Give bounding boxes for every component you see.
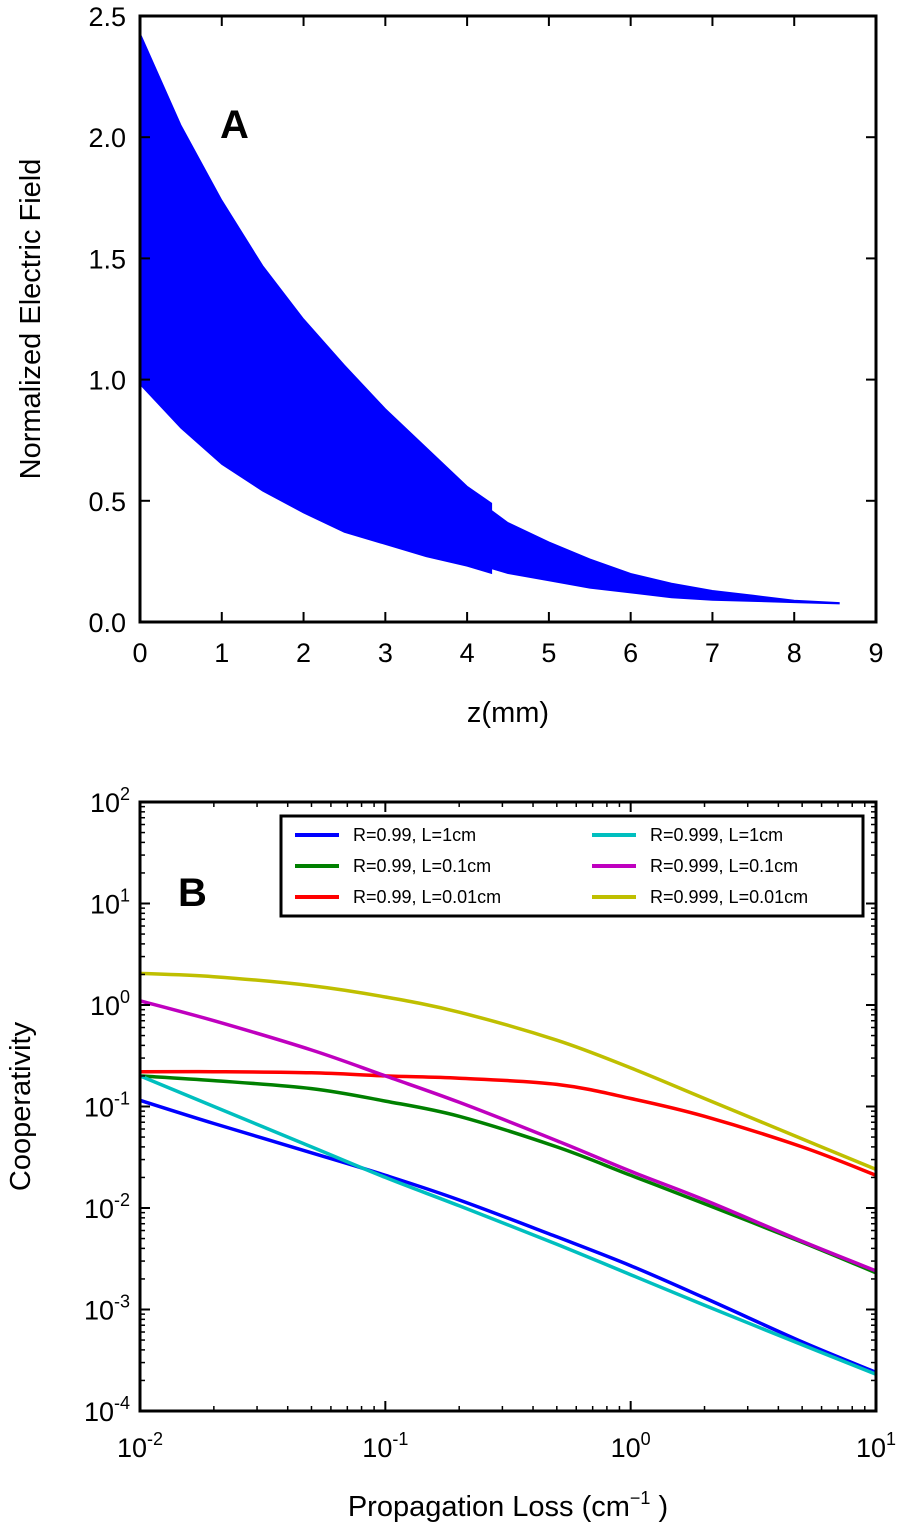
legend-label: R=0.999, L=0.01cm <box>650 887 808 907</box>
legend-label: R=0.999, L=1cm <box>650 825 783 845</box>
series-line <box>139 999 877 1273</box>
x-tick-label: 10-1 <box>362 1429 408 1463</box>
panel-a-y-axis-label: Normalized Electric Field <box>15 159 47 480</box>
y-tick-label: 102 <box>90 784 130 818</box>
series-line <box>139 971 877 1172</box>
y-tick-label: 101 <box>90 886 130 920</box>
x-tick-label: 7 <box>705 638 720 668</box>
x-tick-label: 9 <box>868 638 883 668</box>
x-tick-label: 1 <box>214 638 229 668</box>
panel-b-legend: R=0.99, L=1cm R=0.99, L=0.1cm R=0.99, L=0.… <box>279 814 865 918</box>
x-tick-label: 3 <box>378 638 393 668</box>
x-tick-label: 5 <box>541 638 556 668</box>
x-tick-label: 101 <box>856 1429 896 1463</box>
panel-b-y-axis-label: Cooperativity <box>5 1021 37 1191</box>
panel-b-series-lines <box>139 971 877 1376</box>
x-tick-label: 0 <box>132 638 147 668</box>
x-tick-label: 6 <box>623 638 638 668</box>
y-tick-label: 1.0 <box>88 366 126 396</box>
y-tick-label: 10-4 <box>84 1393 130 1427</box>
panel-a-letter: A <box>220 103 249 147</box>
x-tick-label: 8 <box>787 638 802 668</box>
panel-b-chart: 10-2 10-1 100 10110-410-310-210-1100101102 … <box>5 784 896 1523</box>
panel-a-tick-labels: 0 1 2 3 4 5 6 7 8 9 0.0 0.5 1.0 1.5 2.0 2.5 <box>88 2 883 668</box>
y-tick-label: 2.5 <box>88 2 126 32</box>
y-tick-label: 0.5 <box>88 487 126 517</box>
series-line <box>139 1074 877 1275</box>
panel-b-x-axis-label: Propagation Loss (cm−1 ) <box>348 1488 668 1523</box>
x-tick-label: 4 <box>460 638 475 668</box>
series-line <box>139 1074 877 1376</box>
panel-a-x-axis-label: z(mm) <box>467 697 549 729</box>
y-tick-label: 0.0 <box>88 608 126 638</box>
field-envelope-area <box>139 32 840 605</box>
y-tick-label: 10-2 <box>84 1190 130 1224</box>
panel-a-chart: 0 1 2 3 4 5 6 7 8 9 0.0 0.5 1.0 1.5 2.0 2.5 A z(mm) Nor… <box>15 2 884 729</box>
y-tick-label: 100 <box>90 987 130 1021</box>
x-tick-label: 2 <box>296 638 311 668</box>
legend-box <box>279 814 865 918</box>
legend-label: R=0.99, L=0.1cm <box>353 856 491 876</box>
x-tick-label: 100 <box>611 1429 651 1463</box>
panel-b-letter: B <box>178 871 207 915</box>
panel-b-frame <box>138 800 878 1413</box>
x-label-superscript: −1 <box>630 1488 651 1508</box>
y-tick-label: 1.5 <box>88 244 126 274</box>
x-tick-label: 10-2 <box>117 1429 163 1463</box>
panel-b-tick-labels: 10-2 10-1 100 101 10-4 10-3 10-2 10-1 100 101 102 <box>84 784 896 1463</box>
panel-a-plot-area <box>139 32 840 605</box>
y-tick-label: 10-3 <box>84 1292 130 1326</box>
y-tick-label: 10-1 <box>84 1089 130 1123</box>
legend-label: R=0.99, L=0.01cm <box>353 887 501 907</box>
series-line <box>139 1069 877 1177</box>
y-tick-label: 2.0 <box>88 123 126 153</box>
x-label-main: Propagation Loss (cm <box>348 1491 630 1523</box>
legend-label: R=0.999, L=0.1cm <box>650 856 798 876</box>
x-label-end: ) <box>650 1491 668 1523</box>
series-line <box>139 1098 877 1375</box>
panel-a-frame <box>138 14 878 624</box>
legend-label: R=0.99, L=1cm <box>353 825 476 845</box>
